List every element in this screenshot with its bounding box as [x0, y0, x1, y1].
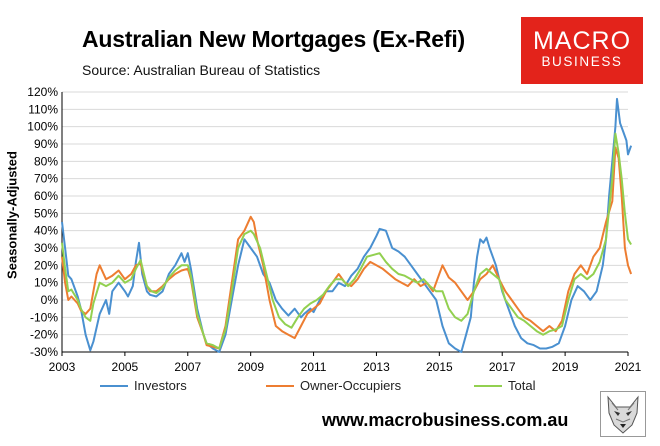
x-tick-label: 2015 — [426, 360, 453, 374]
x-tick-label: 2003 — [49, 360, 76, 374]
y-tick-label: 0% — [41, 293, 59, 307]
series-line-total — [61, 132, 632, 350]
series-line-investors — [61, 97, 633, 353]
legend-label-owner-occupiers: Owner-Occupiers — [300, 378, 402, 393]
legend-swatch-owner-occupiers — [266, 384, 294, 387]
y-tick-label: 70% — [34, 172, 58, 186]
chart-title: Australian New Mortgages (Ex-Refi) — [82, 26, 465, 52]
x-tick-label: 2021 — [615, 360, 642, 374]
y-tick-label: -10% — [30, 310, 58, 324]
y-tick-label: 60% — [34, 189, 58, 203]
legend-label-total: Total — [508, 378, 536, 393]
y-tick-label: 100% — [27, 120, 58, 134]
y-tick-label: 110% — [28, 102, 58, 116]
y-tick-label: -20% — [30, 328, 58, 342]
y-tick-label: 10% — [34, 276, 58, 290]
legend-item-total: Total — [474, 378, 535, 393]
logo-line1: MACRO — [532, 27, 632, 55]
legend-item-investors: Investors — [100, 378, 187, 393]
legend: Investors Owner-Occupiers Total — [0, 378, 660, 400]
y-tick-label: 40% — [34, 224, 58, 238]
x-tick-label: 2011 — [301, 360, 327, 374]
x-tick-label: 2005 — [112, 360, 139, 374]
y-tick-label: 20% — [34, 258, 58, 272]
legend-label-investors: Investors — [134, 378, 187, 393]
macrobusiness-logo: MACRO BUSINESS — [521, 17, 643, 84]
x-tick-label: 2017 — [489, 360, 516, 374]
website-url: www.macrobusiness.com.au — [322, 410, 569, 430]
wolf-logo-icon — [600, 391, 646, 437]
y-tick-label: 120% — [27, 85, 58, 99]
y-tick-label: 90% — [34, 137, 58, 151]
x-tick-label: 2013 — [363, 360, 390, 374]
legend-swatch-total — [474, 384, 502, 387]
x-tick-label: 2007 — [174, 360, 201, 374]
y-tick-label: 80% — [34, 154, 58, 168]
legend-swatch-investors — [100, 384, 128, 387]
y-tick-label: 30% — [34, 241, 58, 255]
chart-subtitle: Source: Australian Bureau of Statistics — [82, 62, 321, 78]
y-tick-label: 50% — [34, 206, 58, 220]
legend-item-owner-occupiers: Owner-Occupiers — [266, 378, 401, 393]
x-tick-label: 2019 — [552, 360, 579, 374]
y-tick-label: -30% — [30, 345, 58, 359]
x-tick-label: 2009 — [237, 360, 264, 374]
logo-line2: BUSINESS — [541, 54, 623, 69]
